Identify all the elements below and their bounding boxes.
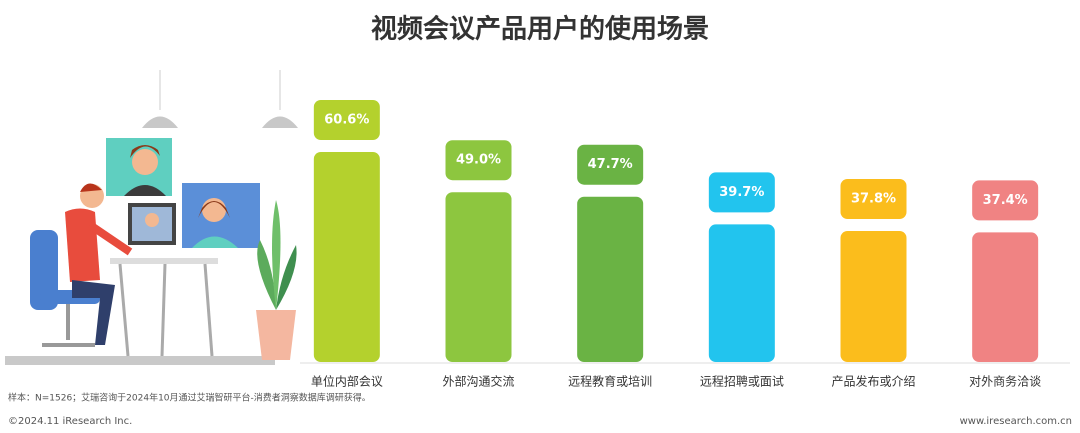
bar <box>577 196 644 362</box>
note: 样本：N=1526；艾瑞咨询于2024年10月通过艾瑞智研平台-消费者洞察数据库… <box>8 392 371 404</box>
chart-title: 视频会议产品用户的使用场景 <box>371 14 709 45</box>
value-label-box <box>972 180 1039 221</box>
bar <box>313 152 380 362</box>
copyright: ©2024.11 iResearch Inc. <box>8 416 132 427</box>
value-label: 39.7% <box>719 185 764 200</box>
value-label-box <box>840 179 907 220</box>
x-tick-label: 单位内部会议 <box>311 374 383 389</box>
bar <box>708 224 775 362</box>
value-label-box <box>313 100 380 140</box>
value-label-box <box>445 140 512 181</box>
website: www.iresearch.com.cn <box>960 416 1072 427</box>
value-label: 49.0% <box>456 153 501 168</box>
value-label: 37.8% <box>851 192 896 207</box>
value-label-box <box>577 144 644 185</box>
x-tick-label: 远程教育或培训 <box>568 374 652 389</box>
x-tick-label: 远程招聘或面试 <box>700 374 784 389</box>
bar <box>840 231 907 362</box>
illustration <box>5 70 298 365</box>
value-label: 37.4% <box>983 193 1028 208</box>
value-label-box <box>708 172 775 213</box>
x-tick-label: 对外商务洽谈 <box>969 374 1041 389</box>
value-label: 60.6% <box>324 113 369 128</box>
bar <box>445 192 512 362</box>
value-label: 47.7% <box>588 157 633 172</box>
bar <box>972 232 1039 362</box>
x-tick-label: 产品发布或介绍 <box>831 374 915 389</box>
x-tick-label: 外部沟通交流 <box>442 374 514 389</box>
